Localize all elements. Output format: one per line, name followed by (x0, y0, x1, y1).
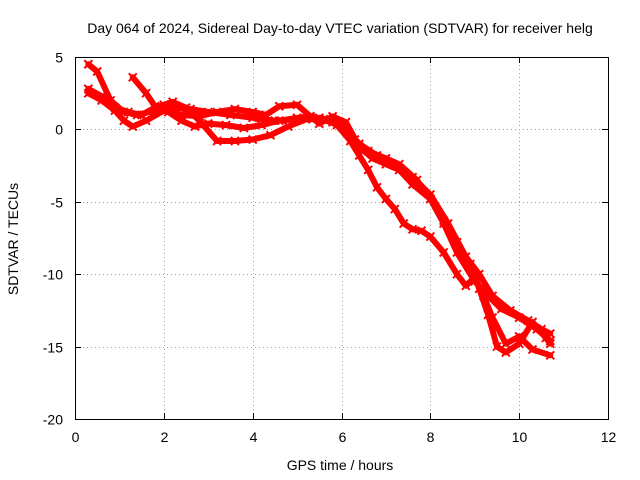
data-point (247, 134, 258, 145)
data-point (141, 88, 151, 98)
x-axis-label: GPS time / hours (287, 457, 394, 473)
data-point (150, 101, 160, 111)
data-point (119, 116, 129, 126)
y-tick-label: -5 (51, 195, 64, 211)
x-tick-label: 10 (512, 429, 528, 445)
data-point (416, 226, 427, 236)
data-point (168, 97, 178, 107)
data-point (425, 194, 436, 204)
data-point (483, 310, 493, 320)
data-point (159, 105, 169, 116)
x-tick-label: 0 (72, 429, 80, 445)
data-point (230, 136, 240, 146)
y-axis-label: SDTVAR / TECUs (5, 183, 21, 295)
data-point (292, 113, 302, 123)
data-point (452, 269, 462, 279)
data-point (501, 347, 511, 358)
data-point (176, 110, 187, 120)
data-point (381, 159, 391, 169)
data-point (461, 281, 471, 291)
data-point (123, 107, 134, 117)
axis-ticks (75, 57, 609, 420)
data-point (372, 182, 382, 193)
chart-title: Day 064 of 2024, Sidereal Day-to-day VTE… (87, 20, 593, 36)
data-point (203, 118, 213, 129)
data-point (212, 136, 222, 146)
x-tick-label: 4 (250, 429, 258, 445)
data-point (265, 130, 276, 140)
data-point (514, 338, 524, 349)
data-point (128, 72, 138, 82)
data-point (261, 110, 271, 120)
data-point (425, 231, 436, 242)
tick-labels: 0 2 4 6 8 10 12 5 0 -5 -10 -15 -20 (43, 50, 617, 446)
data-point (110, 105, 120, 116)
data-point (527, 317, 538, 327)
data-point (283, 121, 293, 132)
data-point (545, 338, 555, 349)
data-point (314, 118, 324, 129)
y-tick-label: -10 (43, 267, 63, 283)
data-point (256, 120, 267, 130)
data-point (341, 117, 351, 127)
data-point (407, 179, 418, 190)
data-point (247, 107, 258, 117)
data-point (398, 218, 409, 229)
data-point (501, 338, 511, 349)
series-line-4 (85, 90, 554, 356)
data-point (496, 304, 507, 314)
data-point (221, 120, 231, 130)
data-point (465, 259, 476, 269)
data-point (83, 88, 94, 98)
data-point (390, 204, 400, 214)
data-point (438, 215, 449, 226)
data-point (230, 104, 240, 114)
data-point (274, 116, 285, 126)
data-point (190, 121, 200, 132)
data-point (239, 123, 249, 133)
data-point (327, 111, 338, 122)
data-point (381, 194, 391, 204)
y-tick-label: 0 (55, 122, 63, 138)
data-point (181, 102, 191, 113)
data-point (83, 59, 94, 69)
data-point (452, 237, 462, 248)
data-point (367, 153, 378, 164)
data-point (92, 66, 102, 77)
data-point (354, 142, 364, 152)
x-tick-label: 6 (339, 429, 347, 445)
y-tick-label: 5 (55, 50, 63, 66)
data-point (474, 283, 484, 294)
data-point (212, 107, 222, 117)
data-point (492, 341, 502, 352)
x-tick-label: 12 (601, 429, 617, 445)
data-point (407, 224, 418, 235)
y-tick-label: -20 (43, 412, 63, 428)
data-point (194, 111, 205, 122)
x-tick-label: 8 (427, 429, 435, 445)
data-point (141, 116, 151, 126)
data-point (545, 350, 555, 360)
data-point (394, 165, 404, 175)
data-point (514, 312, 524, 323)
data-point (292, 100, 302, 110)
data-point (128, 121, 138, 132)
y-tick-label: -15 (43, 340, 63, 356)
data-point (363, 165, 373, 175)
data-point (96, 95, 107, 106)
data-point (305, 111, 316, 122)
data-point (527, 344, 538, 355)
series-layer (83, 59, 555, 360)
data-point (438, 247, 449, 258)
data-point (274, 101, 285, 111)
x-tick-label: 2 (161, 429, 169, 445)
